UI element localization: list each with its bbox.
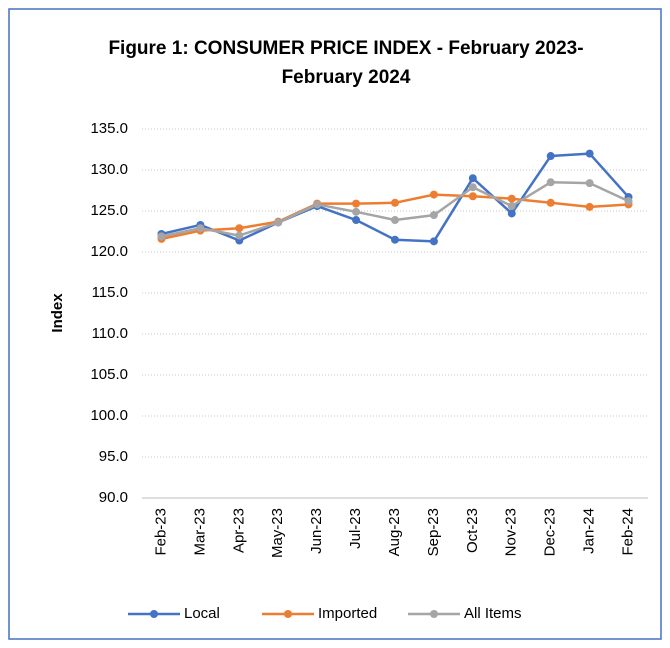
x-tick-label: Nov-23 xyxy=(503,508,520,556)
marker xyxy=(507,194,516,203)
x-tick-label: May-23 xyxy=(269,508,286,558)
marker xyxy=(429,237,438,246)
chart-title: Figure 1: CONSUMER PRICE INDEX - Februar… xyxy=(108,38,584,88)
x-tick-label: Jul-23 xyxy=(347,508,364,549)
marker xyxy=(274,218,283,227)
marker xyxy=(313,200,322,209)
marker xyxy=(429,211,438,220)
marker xyxy=(507,209,516,218)
marker xyxy=(585,179,594,188)
x-tick-label: Feb-23 xyxy=(152,508,169,556)
marker xyxy=(546,152,555,161)
x-tick-label: Dec-23 xyxy=(542,508,559,556)
y-axis-label: Index xyxy=(49,293,66,333)
marker xyxy=(585,149,594,158)
marker xyxy=(391,198,399,207)
marker xyxy=(468,174,477,183)
y-tick-label: 125.0 xyxy=(90,202,128,219)
y-tick-label: 100.0 xyxy=(90,407,128,424)
legend-label: All Items xyxy=(464,605,522,622)
legend-marker xyxy=(284,610,292,618)
marker xyxy=(391,216,399,225)
marker xyxy=(546,178,555,187)
y-tick-label: 135.0 xyxy=(90,120,128,137)
marker xyxy=(235,224,244,233)
legend-marker xyxy=(150,610,158,618)
marker xyxy=(546,198,555,207)
marker xyxy=(585,202,594,211)
x-tick-label: Feb-24 xyxy=(620,508,637,556)
marker xyxy=(352,199,361,208)
x-tick-label: Jun-23 xyxy=(308,508,325,554)
marker xyxy=(624,197,633,206)
marker xyxy=(352,216,361,225)
legend-label: Imported xyxy=(318,605,377,622)
marker xyxy=(157,232,166,241)
x-tick-label: Mar-23 xyxy=(191,508,208,556)
marker xyxy=(235,231,244,240)
y-tick-label: 115.0 xyxy=(92,284,128,301)
legend-marker xyxy=(430,610,438,618)
y-tick-label: 130.0 xyxy=(90,161,128,178)
y-tick-label: 120.0 xyxy=(90,243,128,260)
y-tick-label: 110.0 xyxy=(92,325,128,342)
marker xyxy=(468,183,477,192)
y-tick-label: 95.0 xyxy=(99,448,128,465)
marker xyxy=(391,235,399,244)
y-tick-label: 105.0 xyxy=(90,366,128,383)
marker xyxy=(507,202,516,211)
frame xyxy=(8,8,662,640)
marker xyxy=(196,224,205,233)
x-tick-label: Jan-24 xyxy=(581,508,598,554)
x-tick-label: Apr-23 xyxy=(230,508,247,553)
y-tick-label: 90.0 xyxy=(99,489,128,506)
marker xyxy=(352,207,361,216)
legend-label: Local xyxy=(184,605,220,622)
x-tick-label: Oct-23 xyxy=(464,508,481,553)
marker xyxy=(468,192,477,201)
marker xyxy=(429,190,438,199)
x-tick-label: Sep-23 xyxy=(425,508,442,556)
x-tick-label: Aug-23 xyxy=(386,508,403,556)
